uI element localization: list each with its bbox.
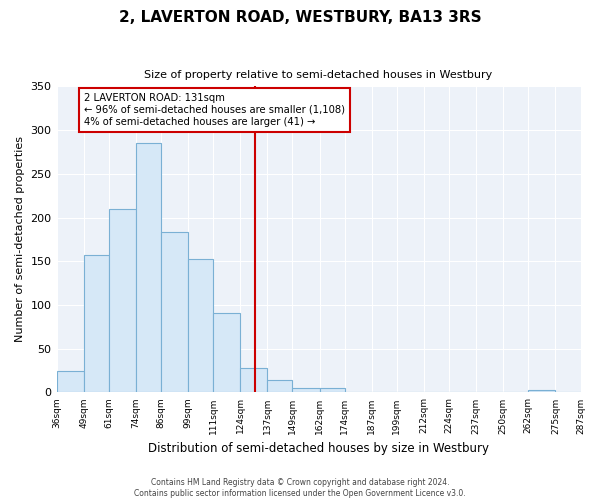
- Bar: [320, 388, 344, 392]
- Text: 2 LAVERTON ROAD: 131sqm
← 96% of semi-detached houses are smaller (1,108)
4% of : 2 LAVERTON ROAD: 131sqm ← 96% of semi-de…: [83, 94, 344, 126]
- Bar: [292, 388, 320, 392]
- Text: Contains HM Land Registry data © Crown copyright and database right 2024.
Contai: Contains HM Land Registry data © Crown c…: [134, 478, 466, 498]
- Bar: [268, 380, 292, 392]
- Bar: [161, 232, 188, 392]
- Text: 2, LAVERTON ROAD, WESTBURY, BA13 3RS: 2, LAVERTON ROAD, WESTBURY, BA13 3RS: [119, 10, 481, 25]
- Bar: [529, 390, 556, 392]
- Bar: [213, 313, 240, 392]
- Bar: [56, 370, 83, 392]
- Bar: [136, 143, 161, 392]
- Bar: [240, 368, 268, 392]
- Bar: [188, 260, 213, 392]
- X-axis label: Distribution of semi-detached houses by size in Westbury: Distribution of semi-detached houses by …: [148, 442, 489, 455]
- Y-axis label: Number of semi-detached properties: Number of semi-detached properties: [15, 136, 25, 342]
- Title: Size of property relative to semi-detached houses in Westbury: Size of property relative to semi-detach…: [145, 70, 493, 80]
- Bar: [83, 255, 109, 392]
- Bar: [109, 209, 136, 392]
